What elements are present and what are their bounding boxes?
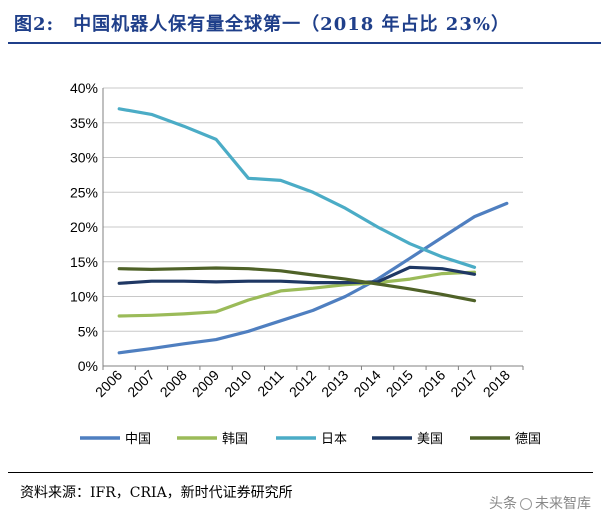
series-line-4 [117, 265, 477, 285]
x-tick-label: 2016 [415, 367, 448, 400]
x-tick-label: 2018 [480, 367, 513, 400]
x-tick-label: 2017 [447, 367, 480, 400]
watermark-text: 未来智库 [535, 496, 591, 512]
legend-label: 美国 [417, 432, 443, 447]
legend-label: 日本 [321, 432, 347, 447]
series-line-1 [117, 201, 509, 355]
figure-title-bar: 图2: 中国机器人保有量全球第一（2018 年占比 23%） [8, 6, 601, 44]
x-tick-label: 2007 [124, 367, 157, 400]
watermark: 头条 未来智库 [489, 493, 591, 513]
series-line-3 [117, 107, 477, 269]
x-tick-label: 2013 [318, 367, 351, 400]
x-tick-label: 2014 [350, 367, 383, 400]
x-tick-label: 2011 [254, 367, 287, 400]
x-tick-label: 2010 [221, 367, 254, 400]
y-tick-label: 25% [70, 184, 98, 200]
legend-label: 韩国 [222, 432, 248, 447]
y-tick-label: 5% [78, 323, 98, 339]
y-axis-ticks: 0% 5% 10% 15% 20% 25% 30% 35% 40% [70, 80, 98, 374]
legend: 中国 韩国 日本 美国 德国 [80, 432, 541, 447]
y-tick-label: 10% [70, 289, 98, 305]
x-tick-label: 2015 [383, 367, 416, 400]
watermark-icon [520, 498, 532, 510]
legend-label: 德国 [515, 432, 541, 447]
figure-title: 图2: 中国机器人保有量全球第一（2018 年占比 23%） [14, 14, 510, 35]
axes [102, 88, 524, 370]
y-tick-label: 35% [70, 115, 98, 131]
title-underline [8, 42, 601, 44]
source-note: 资料来源：IFR，CRIA，新时代证券研究所 [20, 485, 293, 501]
gridlines [103, 87, 523, 332]
y-tick-label: 0% [78, 358, 98, 374]
series-lines [117, 107, 509, 355]
series-line-5 [117, 266, 477, 303]
y-tick-label: 20% [70, 219, 98, 235]
source-divider [8, 472, 593, 473]
legend-label: 中国 [125, 432, 151, 447]
watermark-prefix: 头条 [489, 496, 517, 512]
x-tick-label: 2009 [189, 367, 222, 400]
y-tick-label: 40% [70, 80, 98, 96]
line-chart: 0% 5% 10% 15% 20% 25% 30% 35% 40% 20062007200820… [70, 80, 541, 447]
y-tick-label: 15% [70, 254, 98, 270]
y-tick-label: 30% [70, 150, 98, 166]
x-tick-label: 2008 [157, 367, 190, 400]
series-line-2 [117, 270, 477, 318]
x-tick-label: 2012 [286, 367, 319, 400]
